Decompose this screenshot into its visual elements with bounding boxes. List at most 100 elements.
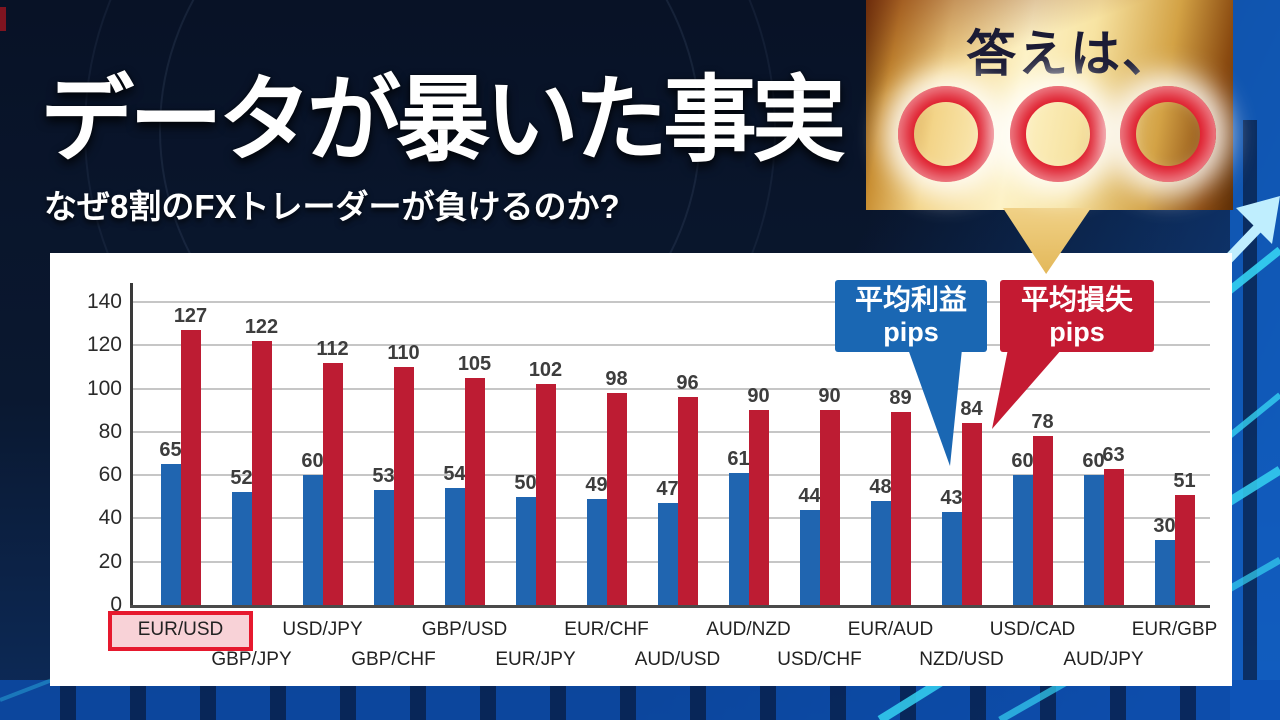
y-tick-label: 120 — [86, 333, 122, 357]
bar-value-label: 84 — [960, 398, 983, 421]
category-label-USD/CHF: USD/CHF — [777, 649, 862, 670]
loss-callout-tail — [992, 349, 1062, 429]
loss-bar-GBP/CHF — [393, 366, 414, 605]
y-tick-label: 140 — [86, 290, 122, 313]
bar-value-label: 112 — [316, 337, 349, 360]
profit-bar-GBP/CHF — [373, 490, 394, 605]
answer-label: 答えは、 — [966, 26, 1174, 82]
loss-bar-EUR/JPY — [535, 384, 556, 605]
answer-circles — [866, 0, 1233, 210]
page-subtitle: なぜ8割のFXトレーダーが負けるのか? — [44, 188, 620, 225]
bar-value-label: 60 — [1082, 450, 1105, 473]
loss-bar-NZD/USD — [961, 423, 982, 605]
bar-value-label: 127 — [173, 305, 208, 328]
loss-bar-EUR/GBP — [1174, 494, 1195, 605]
gridline — [132, 387, 1210, 390]
bar-value-label: 51 — [1173, 469, 1196, 492]
category-label-EUR/GBP: EUR/GBP — [1131, 619, 1218, 640]
bar-value-label: 61 — [727, 447, 750, 470]
profit-bar-EUR/USD — [160, 464, 181, 605]
category-label-AUD/JPY: AUD/JPY — [1063, 649, 1144, 670]
profit-bar-USD/CHF — [799, 509, 820, 605]
bar-value-label: 44 — [798, 484, 821, 507]
category-label-USD/JPY: USD/JPY — [282, 619, 363, 640]
loss-bar-USD/CHF — [819, 410, 840, 605]
profit-bar-EUR/GBP — [1154, 540, 1175, 605]
category-label-EUR/CHF: EUR/CHF — [564, 619, 649, 640]
loss-bar-USD/CAD — [1032, 436, 1053, 605]
decor-candles — [60, 120, 1257, 720]
gridline — [132, 430, 1210, 433]
y-tick-label: 0 — [110, 593, 122, 616]
profit-bar-NZD/USD — [941, 511, 962, 605]
bar-value-label: 60 — [301, 450, 324, 473]
category-label-GBP/USD: GBP/USD — [421, 619, 508, 640]
category-label-GBP/CHF: GBP/CHF — [351, 649, 436, 670]
legend-loss-label: 平均損失 — [1020, 284, 1133, 316]
category-label-AUD/NZD: AUD/NZD — [706, 619, 791, 640]
bar-value-label: 48 — [869, 476, 892, 499]
profit-bar-AUD/NZD — [728, 472, 749, 605]
legend-loss-unit: pips — [1049, 316, 1105, 347]
legend-loss-callout: 平均損失 pips — [1000, 280, 1154, 352]
bar-chart-panel: 0 20 40 60 80 100 120 140 65 127 52 122 60 112 53 110 5… — [50, 253, 1232, 686]
bar-value-label: 30 — [1153, 515, 1176, 538]
loss-bar-GBP/USD — [464, 377, 485, 605]
decor-red-sliver — [0, 7, 6, 31]
category-label-GBP/JPY: GBP/JPY — [211, 649, 292, 670]
answer-circle-icon — [898, 86, 994, 182]
y-tick-label: 40 — [98, 506, 122, 530]
profit-bar-USD/CAD — [1012, 475, 1033, 605]
y-tick-label: 100 — [86, 376, 122, 400]
loss-bar-AUD/NZD — [748, 410, 769, 605]
bar-value-label: 54 — [443, 463, 466, 486]
loss-bar-AUD/USD — [677, 397, 698, 605]
bar-value-label: 110 — [387, 341, 420, 364]
profit-bar-EUR/CHF — [586, 498, 607, 605]
loss-bar-USD/JPY — [322, 362, 343, 605]
y-tick-label: 80 — [98, 419, 122, 443]
category-label-AUD/USD: AUD/USD — [634, 649, 721, 670]
highlight-box-eurusd — [108, 611, 253, 651]
category-label-EUR/JPY: EUR/JPY — [495, 649, 576, 670]
bar-value-label: 122 — [244, 315, 279, 338]
bar-value-label: 47 — [656, 478, 679, 501]
bar-value-label: 102 — [528, 359, 563, 382]
bar-value-label: 43 — [940, 486, 963, 509]
bar-value-label: 96 — [676, 372, 699, 395]
page-title: データが暴いた事実 — [40, 65, 846, 175]
bar-value-label: 90 — [818, 385, 841, 408]
category-label-EUR/AUD: EUR/AUD — [847, 619, 934, 640]
answer-circle-icon — [1010, 86, 1106, 182]
bar-value-label: 105 — [457, 352, 492, 375]
x-axis — [130, 605, 1210, 608]
bar-value-label: 63 — [1102, 443, 1125, 466]
bar-value-label: 90 — [747, 385, 770, 408]
profit-bar-EUR/JPY — [515, 496, 536, 605]
profit-callout-tail — [908, 349, 962, 466]
y-tick-label: 20 — [98, 549, 122, 573]
loss-bar-EUR/USD — [180, 330, 201, 605]
category-label-NZD/USD: NZD/USD — [919, 649, 1004, 670]
legend-profit-label: 平均利益 — [854, 284, 967, 316]
decor-bottom-strip — [0, 680, 1280, 720]
bar-value-label: 53 — [372, 465, 395, 488]
bar-value-label: 65 — [159, 439, 182, 462]
callout-tails — [908, 349, 1062, 466]
profit-bar-EUR/AUD — [870, 501, 891, 605]
profit-bar-AUD/USD — [657, 503, 678, 605]
bar-value-label: 60 — [1011, 450, 1034, 473]
category-label-EUR/USD: EUR/USD — [137, 619, 224, 640]
profit-bar-GBP/JPY — [231, 492, 252, 605]
bar-value-label: 89 — [889, 387, 912, 410]
y-axis — [130, 283, 133, 607]
legend-profit-callout: 平均利益 pips — [835, 280, 987, 352]
bar-value-label: 52 — [230, 467, 253, 490]
bar-value-label: 50 — [514, 471, 537, 494]
category-label-USD/CAD: USD/CAD — [989, 619, 1076, 640]
bar-value-label: 78 — [1031, 411, 1054, 434]
profit-bar-USD/JPY — [302, 475, 323, 605]
gridline — [132, 301, 1210, 303]
gridline — [132, 344, 1210, 347]
